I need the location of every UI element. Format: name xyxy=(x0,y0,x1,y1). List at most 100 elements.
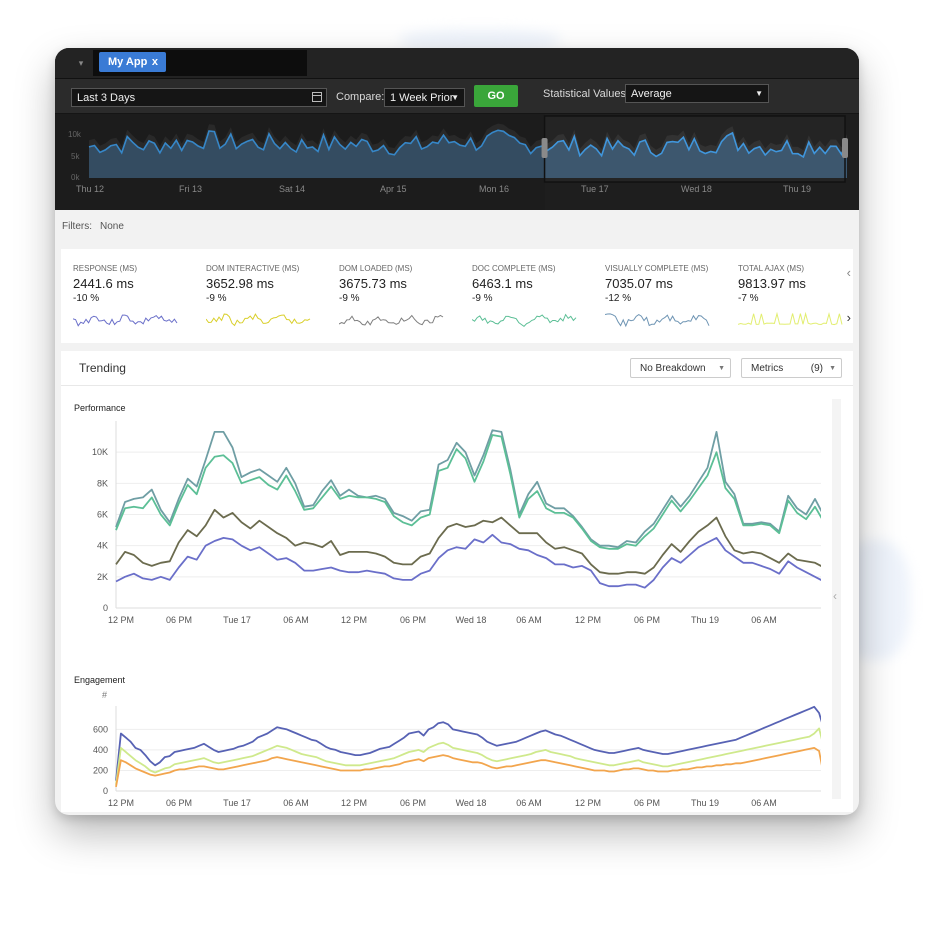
metric-value: 6463.1 ms xyxy=(472,276,533,291)
y-tick-label: 600 xyxy=(93,724,108,734)
x-tick-label: 12 PM xyxy=(341,798,367,808)
x-tick-label: 12 PM xyxy=(341,615,367,625)
x-tick-label: 06 AM xyxy=(283,615,309,625)
metric-sparkline xyxy=(206,313,311,327)
metric-sparkline xyxy=(605,313,710,328)
overview-x-tick: Fri 13 xyxy=(179,184,203,194)
metric-sparkline xyxy=(73,314,178,327)
y-tick-label: 2K xyxy=(97,572,108,582)
x-tick-label: 06 AM xyxy=(516,798,542,808)
overview-area xyxy=(89,130,847,178)
x-tick-label: 06 AM xyxy=(516,615,542,625)
metrics-prev-chevron-icon[interactable]: ‹ xyxy=(846,265,851,280)
metrics-next-chevron-icon[interactable]: › xyxy=(846,310,851,325)
metric-title: DOM INTERACTIVE (MS) xyxy=(206,264,300,273)
metric-value: 2441.6 ms xyxy=(73,276,134,291)
scrollbar[interactable] xyxy=(832,399,841,799)
y-tick-label: 400 xyxy=(93,745,108,755)
series-line xyxy=(115,727,821,785)
compare-chevron-down-icon: ▼ xyxy=(451,93,459,102)
stat-chevron-down-icon: ▼ xyxy=(755,89,763,98)
metric-sparkline xyxy=(738,311,843,326)
overview-y-tick: 5k xyxy=(71,152,79,161)
stat-values-select[interactable]: Average ▼ xyxy=(625,84,769,103)
y-axis-label: # xyxy=(102,690,107,700)
breakdown-value: No Breakdown xyxy=(640,363,706,374)
y-tick-label: 200 xyxy=(93,765,108,775)
overview-y-tick: 0k xyxy=(71,173,79,182)
x-tick-label: Thu 19 xyxy=(691,615,719,625)
overview-selection-window xyxy=(543,115,846,183)
engagement-chart[interactable]: 0 200 400 600 #12 PM 06 PM Tue 17 06 AM 12 PM 06 … xyxy=(61,689,821,809)
performance-title: Performance xyxy=(74,403,126,413)
filters-label: Filters: xyxy=(62,221,92,232)
x-tick-label: 12 PM xyxy=(108,615,134,625)
x-tick-label: Tue 17 xyxy=(223,615,251,625)
overview-x-tick: Wed 18 xyxy=(681,184,712,194)
performance-chart[interactable]: 0 2K 4K 6K 8K 10K 12 PM 06 PM Tue 17 06 AM 12 PM 06… xyxy=(61,421,821,671)
compare-value: 1 Week Prior xyxy=(390,92,454,104)
overview-timeline[interactable]: 10k 5k 0k Thu 12 Fri 13 Sat 14 Apr 15 Mo… xyxy=(55,114,859,210)
x-tick-label: Tue 17 xyxy=(223,798,251,808)
y-tick-label: 6K xyxy=(97,510,108,520)
collapse-chevron-icon[interactable]: ‹ xyxy=(833,589,837,603)
date-range-value: Last 3 Days xyxy=(77,92,136,104)
metric-value: 3652.98 ms xyxy=(206,276,274,291)
metric-title: RESPONSE (MS) xyxy=(73,264,138,273)
sparkline-line xyxy=(605,313,710,328)
overview-line xyxy=(88,129,848,159)
tab-bar: ▾ My App x xyxy=(55,48,859,79)
series-line xyxy=(115,434,821,550)
tab-menu-chevron-icon[interactable]: ▾ xyxy=(78,58,84,68)
metric-change: -9 % xyxy=(339,293,360,304)
metrics-count-badge: (9) xyxy=(810,363,823,374)
metric-sparkline xyxy=(472,313,577,328)
overview-x-tick: Mon 16 xyxy=(479,184,510,194)
x-tick-label: 12 PM xyxy=(575,798,601,808)
y-tick-label: 0 xyxy=(103,786,108,796)
overview-chart[interactable] xyxy=(55,114,859,210)
app-window: ▾ My App x Last 3 Days Compare: 1 Week P… xyxy=(55,48,859,815)
overview-x-tick: Thu 12 xyxy=(76,184,105,194)
filters-value[interactable]: None xyxy=(100,221,124,232)
overview-x-tick: Apr 15 xyxy=(380,184,407,194)
trending-header: Trending No Breakdown ▼ Metrics (9) ▼ xyxy=(61,351,853,386)
y-tick-label: 4K xyxy=(97,541,108,551)
go-button[interactable]: GO xyxy=(474,85,518,107)
sparkline-line xyxy=(472,313,577,328)
trending-panel: Trending No Breakdown ▼ Metrics (9) ▼ Pe… xyxy=(61,351,853,812)
date-range-field[interactable]: Last 3 Days xyxy=(71,88,327,107)
compare-label: Compare: xyxy=(336,91,385,103)
metric-value: 9813.97 ms xyxy=(738,276,806,291)
compare-select[interactable]: 1 Week Prior ▼ xyxy=(384,88,465,107)
calendar-icon[interactable] xyxy=(312,92,322,102)
x-tick-label: 06 PM xyxy=(400,798,426,808)
overview-y-tick: 10k xyxy=(68,130,81,139)
metrics-chevron-down-icon: ▼ xyxy=(829,365,836,372)
x-tick-label: 06 AM xyxy=(751,615,777,625)
selection-handle-right xyxy=(842,138,848,158)
metric-change: -9 % xyxy=(472,293,493,304)
x-tick-label: 12 PM xyxy=(108,798,134,808)
filters-bar: Filters: None xyxy=(62,221,124,232)
tab-close-icon[interactable]: x xyxy=(151,56,158,68)
trending-title: Trending xyxy=(79,361,126,375)
overview-x-tick: Sat 14 xyxy=(279,184,306,194)
metrics-dropdown-label: Metrics xyxy=(751,363,784,374)
metric-change: -10 % xyxy=(73,293,100,304)
metric-value: 3675.73 ms xyxy=(339,276,407,291)
metric-title: TOTAL AJAX (MS) xyxy=(738,264,805,273)
x-tick-label: 06 AM xyxy=(751,798,777,808)
series-line xyxy=(115,705,821,781)
x-tick-label: 06 PM xyxy=(634,798,660,808)
metrics-dropdown[interactable]: Metrics (9) ▼ xyxy=(741,358,842,378)
series-line xyxy=(115,747,821,788)
x-tick-label: Wed 18 xyxy=(456,615,487,625)
x-tick-label: 12 PM xyxy=(575,615,601,625)
stat-values-label: Statistical Values: xyxy=(543,88,630,100)
y-tick-label: 8K xyxy=(97,478,108,488)
breakdown-dropdown[interactable]: No Breakdown ▼ xyxy=(630,358,731,378)
tab-my-app[interactable]: My App x xyxy=(99,52,166,72)
tab-label: My App xyxy=(108,56,148,68)
metric-title: DOM LOADED (MS) xyxy=(339,264,413,273)
